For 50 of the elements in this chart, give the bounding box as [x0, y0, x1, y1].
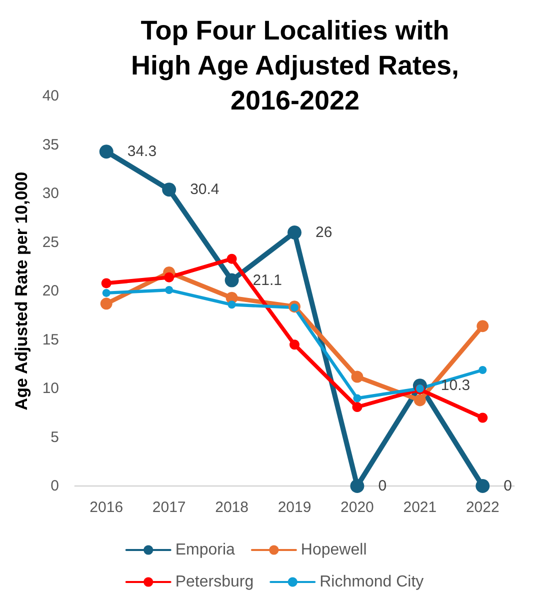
point: [102, 288, 110, 297]
data-label: 21.1: [252, 272, 282, 289]
point: [290, 340, 300, 350]
data-label: 34.3: [127, 143, 157, 160]
x-tick-label: 2019: [278, 499, 312, 516]
point: [476, 320, 489, 332]
legend-label: Richmond City: [320, 574, 424, 590]
y-tick-label: 25: [42, 234, 59, 251]
chart-title: Top Four Localities with High Age Adjusted Rates, 2016-2022: [130, 16, 460, 116]
data-label: 30.4: [190, 181, 220, 198]
point: [476, 479, 490, 493]
y-tick-label: 30: [42, 185, 59, 202]
x-tick-label: 2017: [152, 499, 186, 516]
data-label: 0: [378, 478, 387, 494]
point: [350, 479, 364, 493]
point: [351, 370, 364, 383]
point: [100, 298, 112, 310]
point: [165, 286, 174, 294]
point: [162, 182, 176, 197]
x-tick-label: 2022: [466, 499, 500, 516]
data-label: 0: [504, 478, 512, 494]
y-tick-label: 15: [42, 331, 59, 348]
x-tick-label: 2016: [90, 499, 124, 516]
point: [99, 144, 114, 159]
point: [226, 254, 237, 264]
point: [478, 412, 488, 423]
legend-label: Petersburg: [175, 574, 254, 590]
point: [164, 272, 174, 282]
point: [224, 273, 239, 288]
x-tick-label: 2018: [215, 499, 248, 516]
y-tick-label: 35: [42, 136, 59, 154]
y-axis-title: Age Adjusted Rate per 10,000: [12, 172, 31, 410]
point: [352, 402, 362, 412]
point: [353, 394, 362, 402]
legend-label: Hopewell: [300, 542, 367, 558]
y-tick-label: 5: [50, 428, 59, 446]
y-tick-label: 10: [42, 380, 59, 397]
point: [414, 394, 426, 406]
point: [288, 226, 302, 240]
data-label: 26: [316, 224, 332, 241]
x-tick-label: 2021: [403, 499, 437, 516]
legend-label: Emporia: [175, 542, 236, 558]
y-tick-label: 40: [42, 88, 59, 104]
y-tick-label: 20: [42, 282, 59, 300]
data-label: 10.3: [440, 377, 470, 394]
point: [101, 278, 112, 288]
y-tick-label: 0: [50, 478, 59, 494]
x-tick-label: 2020: [340, 499, 374, 516]
point: [228, 300, 236, 309]
point: [478, 366, 487, 374]
